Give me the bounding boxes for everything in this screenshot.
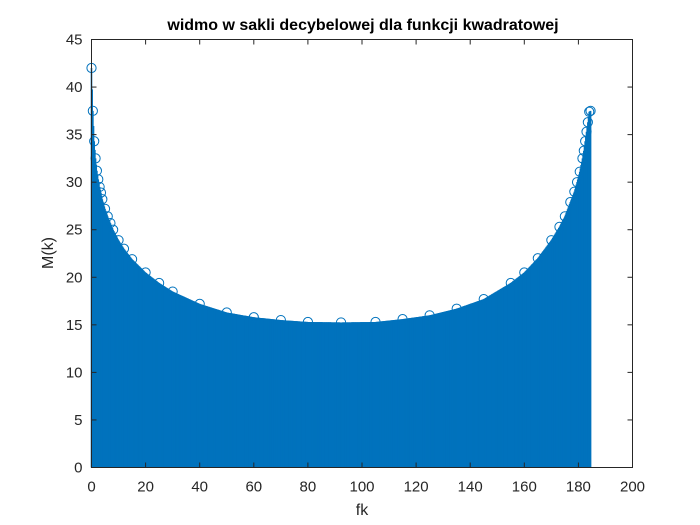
x-tick-label: 20 <box>137 479 154 496</box>
stem-marker <box>565 197 576 208</box>
stem-marker <box>126 254 138 265</box>
x-tick-label: 80 <box>300 479 317 496</box>
x-tick-label: 180 <box>566 479 591 496</box>
stem-marker <box>221 307 232 318</box>
x-tick-label: 100 <box>349 479 374 496</box>
x-tick-label: 40 <box>191 479 208 496</box>
chart-title: widmo w sakli decybelowej dla funkcji kw… <box>166 17 558 34</box>
y-tick-label: 30 <box>66 174 83 191</box>
stem-marker <box>113 235 124 246</box>
y-axis-label: M(k) <box>40 237 57 269</box>
stem-marker <box>90 153 101 164</box>
stem-marker <box>559 211 570 222</box>
y-tick-label: 25 <box>66 222 83 239</box>
axis-ticks: 0 20 40 60 80 100 120 140 160 180 200 0 5 10 15 20 25 30 3… <box>66 32 645 496</box>
stem-lines <box>90 68 592 468</box>
y-tick-label: 15 <box>66 317 83 334</box>
stem-marker <box>584 106 595 117</box>
stem-markers <box>86 62 596 328</box>
x-tick-label: 60 <box>245 479 262 496</box>
stem-marker <box>105 217 116 229</box>
stem-marker <box>91 165 103 176</box>
stem-marker <box>140 267 151 278</box>
stem-marker <box>397 314 408 325</box>
stem-marker <box>571 177 583 188</box>
stem-marker <box>102 211 113 222</box>
stem-marker <box>335 317 347 328</box>
stem-marker <box>248 312 259 323</box>
stem-marker <box>87 105 98 116</box>
stem-marker <box>532 253 543 264</box>
x-tick-label: 0 <box>87 479 95 496</box>
y-tick-label: 40 <box>66 79 83 96</box>
stem-marker <box>370 316 381 328</box>
x-tick-label: 160 <box>512 479 537 496</box>
stem-marker <box>194 298 205 310</box>
stem-marker <box>97 194 108 205</box>
y-tick-label: 20 <box>66 269 83 286</box>
stem-marker <box>574 166 585 177</box>
stem-marker <box>505 277 516 289</box>
stem-marker <box>93 174 104 185</box>
stem-marker <box>519 267 530 278</box>
stem-marker <box>424 310 435 321</box>
stem-marker <box>108 224 119 235</box>
y-tick-label: 10 <box>66 364 83 381</box>
x-axis-label: fk <box>356 502 369 519</box>
x-tick-label: 120 <box>404 479 429 496</box>
stem-marker <box>94 181 105 193</box>
x-tick-label: 200 <box>620 479 645 496</box>
stem-marker <box>546 235 557 246</box>
stem-marker <box>118 243 130 254</box>
x-tick-label: 140 <box>458 479 483 496</box>
stem-marker <box>554 221 565 232</box>
y-tick-label: 5 <box>74 412 82 429</box>
stem-marker <box>99 203 111 214</box>
plot-area <box>86 62 596 468</box>
stem-marker <box>89 136 100 147</box>
y-tick-label: 45 <box>66 32 83 49</box>
stem-marker <box>478 294 489 305</box>
stem-marker <box>569 186 580 197</box>
y-tick-label: 0 <box>74 460 82 477</box>
stem-marker <box>154 277 165 289</box>
stem-marker <box>95 187 107 198</box>
stem-marker <box>577 153 588 164</box>
stem-marker <box>275 314 286 326</box>
stem-marker <box>167 286 178 297</box>
stem-marker <box>582 117 593 128</box>
stem-marker <box>451 303 462 314</box>
y-tick-label: 35 <box>66 127 83 144</box>
stem-marker <box>585 105 596 116</box>
stem-marker <box>302 316 313 328</box>
